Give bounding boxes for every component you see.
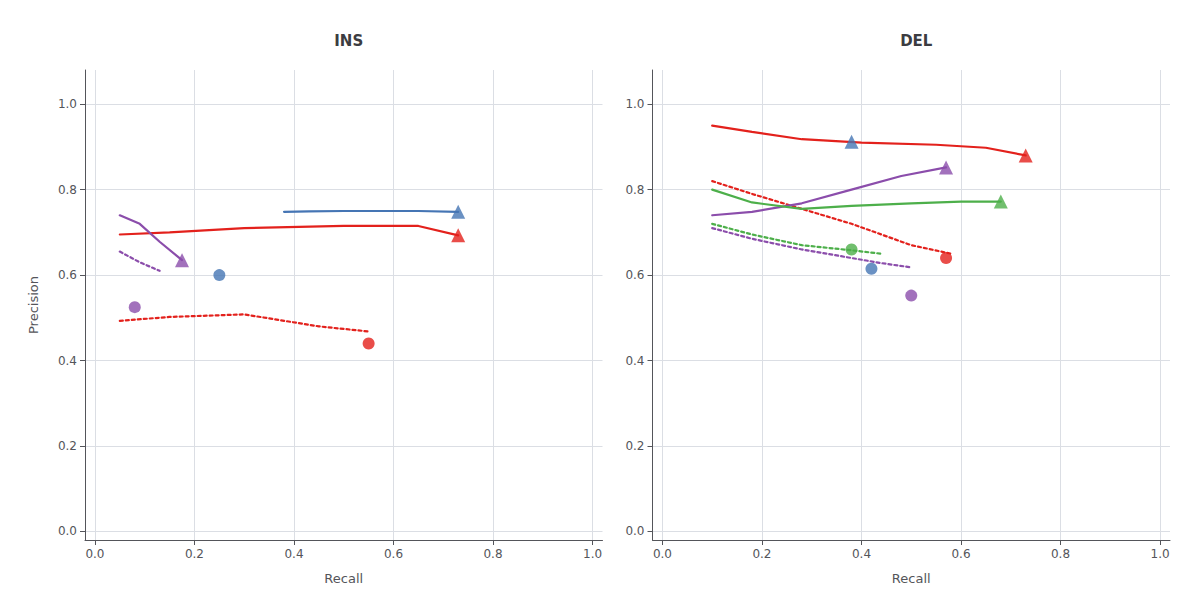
svg-text:INS: INS (334, 32, 363, 50)
svg-text:0.6: 0.6 (384, 547, 403, 561)
svg-text:0.4: 0.4 (852, 547, 871, 561)
svg-text:0.0: 0.0 (625, 524, 644, 538)
svg-text:0.6: 0.6 (625, 268, 644, 282)
svg-text:0.8: 0.8 (625, 183, 644, 197)
svg-text:0.0: 0.0 (85, 547, 104, 561)
svg-text:0.0: 0.0 (58, 524, 77, 538)
svg-text:0.4: 0.4 (625, 354, 644, 368)
svg-text:Precision: Precision (26, 276, 41, 334)
svg-text:0.0: 0.0 (653, 547, 672, 561)
svg-text:1.0: 1.0 (1151, 547, 1170, 561)
svg-text:0.8: 0.8 (58, 183, 77, 197)
svg-text:0.4: 0.4 (58, 354, 77, 368)
svg-text:0.2: 0.2 (185, 547, 204, 561)
svg-text:0.6: 0.6 (951, 547, 970, 561)
svg-text:0.2: 0.2 (625, 439, 644, 453)
svg-text:0.2: 0.2 (752, 547, 771, 561)
svg-text:1.0: 1.0 (58, 97, 77, 111)
svg-text:0.8: 0.8 (483, 547, 502, 561)
svg-text:0.4: 0.4 (284, 547, 303, 561)
svg-text:0.8: 0.8 (1051, 547, 1070, 561)
svg-text:0.2: 0.2 (58, 439, 77, 453)
svg-text:Recall: Recall (892, 571, 931, 586)
svg-text:1.0: 1.0 (583, 547, 602, 561)
svg-text:DEL: DEL (900, 32, 933, 50)
svg-text:0.6: 0.6 (58, 268, 77, 282)
svg-text:Recall: Recall (324, 571, 363, 586)
svg-text:1.0: 1.0 (625, 97, 644, 111)
